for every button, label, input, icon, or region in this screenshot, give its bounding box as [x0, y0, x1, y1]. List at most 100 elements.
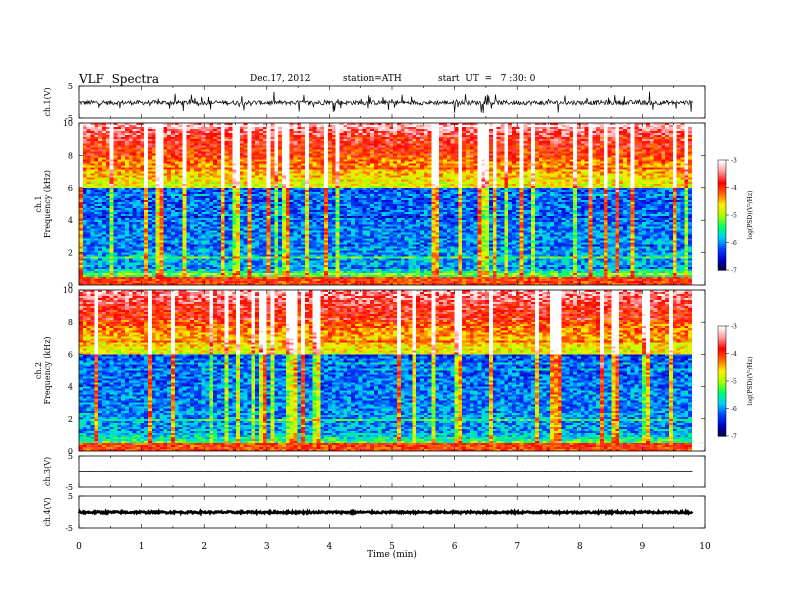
ch1_spectrogram-ytick-label: 6	[68, 184, 73, 193]
colorbar-2-segment	[718, 392, 726, 395]
colorbar-2-segment	[718, 368, 726, 371]
colorbar-tick-label: -5	[731, 213, 737, 220]
colorbar-2-segment	[718, 366, 726, 369]
colorbar-1-segment	[718, 198, 726, 201]
colorbar-1-segment	[718, 227, 726, 231]
colorbar-1-segment	[718, 264, 726, 267]
colorbar-2-segment	[718, 423, 726, 426]
ch4_waveform-ytick-label: -5	[65, 524, 73, 533]
colorbar-1-segment	[718, 253, 726, 256]
ch1_spectrogram-ytick-label: 10	[63, 119, 73, 128]
colorbar-1-segment	[718, 169, 726, 172]
ch1_waveform-ylabel: ch.1(V)	[43, 87, 52, 116]
colorbar-1-segment	[718, 242, 726, 245]
colorbar-2-segment	[718, 426, 726, 430]
colorbar-tick-label: -5	[731, 379, 737, 386]
colorbar-1-segment	[718, 216, 726, 220]
colorbar-1-segment	[718, 229, 726, 233]
colorbar-2-segment	[718, 412, 726, 415]
colorbar-2-segment	[718, 355, 726, 358]
colorbar-1-segment	[718, 249, 726, 253]
colorbar-1-segment	[718, 248, 726, 251]
colorbar-tick-label: -4	[731, 185, 737, 192]
x-tick-label: 7	[514, 542, 520, 552]
colorbar-2-segment	[718, 406, 726, 410]
x-tick-label: 4	[327, 542, 333, 552]
colorbar-2-segment	[718, 357, 726, 360]
colorbar-1-segment	[718, 233, 726, 236]
colorbar-2-segment	[718, 415, 726, 419]
colorbar-2-segment	[718, 362, 726, 366]
ch2_spectrogram-ylabel: Frequency (kHz)	[43, 336, 52, 404]
colorbar-2-segment	[718, 338, 726, 342]
colorbar-1-segment	[718, 174, 726, 178]
colorbar-1-segment	[718, 237, 726, 240]
colorbar-1-segment	[718, 224, 726, 227]
x-tick-label: 1	[139, 542, 145, 552]
colorbar-1-segment	[718, 182, 726, 185]
colorbar-label: log(PSD)(V²/Hz)	[747, 191, 754, 240]
colorbar-1-segment	[718, 266, 726, 269]
colorbar-2-segment	[718, 331, 726, 334]
colorbar-2-segment	[718, 384, 726, 388]
colorbar-tick-label: -3	[731, 324, 737, 331]
colorbar-1-segment	[718, 163, 726, 167]
colorbar-1-segment	[718, 183, 726, 187]
ch1_spectrogram-heatmap	[79, 123, 692, 285]
colorbar-2-segment	[718, 386, 726, 389]
colorbar-1-segment	[718, 207, 726, 211]
colorbar-2-segment	[718, 329, 726, 333]
colorbar-1-segment	[718, 185, 726, 189]
colorbar-1-segment	[718, 167, 726, 170]
colorbar-2-segment	[718, 434, 726, 437]
date-label: Dec.17, 2012	[250, 74, 311, 84]
colorbar-1-segment	[718, 200, 726, 203]
colorbar-1-segment	[718, 165, 726, 168]
colorbar-1-segment	[718, 218, 726, 222]
ch3_waveform-ytick-label: -5	[65, 483, 73, 492]
colorbar-2-segment	[718, 335, 726, 338]
colorbar-tick-label: -6	[731, 240, 737, 247]
colorbar-label: log(PSD)(V²/Hz)	[747, 357, 754, 406]
colorbar-1-segment	[718, 176, 726, 179]
colorbar-2-segment	[718, 414, 726, 417]
colorbar-2-segment	[718, 395, 726, 399]
colorbar-1-segment	[718, 255, 726, 258]
colorbar-1-segment	[718, 215, 726, 218]
colorbar-tick-label: -4	[731, 351, 737, 358]
colorbar-1-segment	[718, 209, 726, 212]
colorbar-1-segment	[718, 172, 726, 176]
colorbar-2-segment	[718, 404, 726, 408]
colorbar-2-segment	[718, 399, 726, 402]
colorbar-2-segment	[718, 327, 726, 331]
colorbar-1-segment	[718, 204, 726, 207]
ch2_spectrogram-ytick-label: 8	[68, 318, 73, 327]
colorbar-1-segment	[718, 202, 726, 205]
colorbar-2-segment	[718, 430, 726, 433]
ch1_spectrogram-ytick-label: 2	[68, 249, 73, 258]
colorbar-2-segment	[718, 371, 726, 375]
colorbar-2-segment	[718, 344, 726, 347]
x-tick-label: 9	[640, 542, 646, 552]
ch3_waveform-ytick-label: 5	[68, 452, 73, 461]
colorbar-1-segment	[718, 226, 726, 229]
colorbar-1-segment	[718, 189, 726, 192]
ch1_waveform-trace	[78, 91, 693, 114]
ch2_spectrogram-heatmap	[79, 290, 692, 451]
ch2_spectrogram-ytick-label: 2	[68, 415, 73, 424]
colorbar-2-segment	[718, 351, 726, 355]
ch4_waveform-trace	[77, 507, 694, 517]
colorbar-1-segment	[718, 257, 726, 260]
colorbar-2-segment	[718, 346, 726, 349]
colorbar-2-segment	[718, 360, 726, 364]
colorbar-2-segment	[718, 421, 726, 424]
start-time-label: start UT = 7 :30: 0	[438, 74, 536, 84]
colorbar-1-segment	[718, 213, 726, 216]
colorbar-1-segment	[718, 220, 726, 223]
ch3_waveform-ylabel: ch.3(V)	[43, 457, 52, 486]
colorbar-1-segment	[718, 246, 726, 249]
ch2_spectrogram-ytick-label: 6	[68, 350, 73, 359]
colorbar-2-segment	[718, 388, 726, 391]
station-label: station=ATH	[343, 74, 402, 84]
